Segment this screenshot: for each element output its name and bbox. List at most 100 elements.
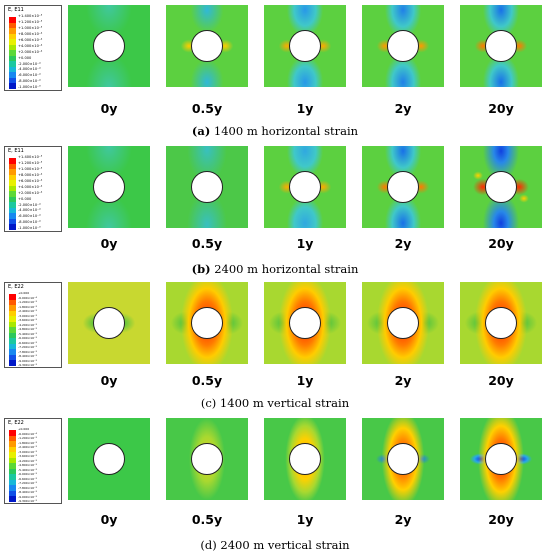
hole <box>289 307 321 339</box>
legend-tick: -6.000×10⁻⁴ <box>18 214 41 219</box>
legend-swatch <box>9 207 16 214</box>
legend-tick: -9.000×10⁻³ <box>18 494 37 499</box>
legend-color-bar <box>9 430 16 502</box>
legend-swatch <box>9 83 16 89</box>
legend-color-bar <box>9 294 16 366</box>
legend-swatch <box>9 180 16 186</box>
legend-tick: -9.300×10⁻³ <box>18 363 37 367</box>
legend-tick: -8.400×10⁻³ <box>18 354 37 358</box>
legend-swatch <box>9 485 16 491</box>
caption-letter: (d) <box>200 538 217 552</box>
legend-tick: -7.800×10⁻³ <box>18 485 37 490</box>
legend-swatch <box>9 441 16 447</box>
contour-b-1y <box>264 146 346 228</box>
hole <box>289 443 321 475</box>
legend-swatch <box>9 327 16 333</box>
legend-ticks: +0.000 -6.000×10⁻⁴ -1.200×10⁻³ -1.800×10… <box>18 428 37 503</box>
contour-b-2y <box>362 146 444 228</box>
time-label: 0y <box>100 236 118 251</box>
legend-tick: +4.000×10⁻⁴ <box>18 184 43 189</box>
legend-title: E, E22 <box>8 420 24 426</box>
time-label: 0.5y <box>191 101 223 116</box>
legend-tick: +6.000×10⁻⁴ <box>18 37 43 42</box>
contour-b-20y <box>460 146 542 228</box>
time-label: 2y <box>394 512 412 527</box>
caption-text: 2400 m horizontal strain <box>210 262 359 276</box>
legend-swatch <box>9 61 16 67</box>
legend-swatch <box>9 191 16 197</box>
legend-tick: -8.000×10⁻⁴ <box>18 79 41 84</box>
time-label: 0.5y <box>191 512 223 527</box>
legend-tick: +4.000×10⁻⁴ <box>18 43 43 48</box>
hole <box>485 30 517 62</box>
caption-text: 1400 m horizontal strain <box>210 124 359 138</box>
hole <box>93 171 125 203</box>
legend-tick: +8.000×10⁻⁴ <box>18 31 43 36</box>
legend-tick: -4.200×10⁻³ <box>18 322 37 327</box>
legend-tick: -2.400×10⁻³ <box>18 445 37 449</box>
legend-tick: +1.400×10⁻³ <box>18 155 43 159</box>
legend-tick: -1.200×10⁻³ <box>18 436 37 440</box>
legend-swatch <box>9 457 16 464</box>
legend-tick: -6.000×10⁻⁴ <box>18 295 37 300</box>
hole <box>485 171 517 203</box>
legend-tick: -9.000×10⁻³ <box>18 358 37 363</box>
legend-swatch <box>9 310 16 317</box>
hole <box>93 307 125 339</box>
legend-swatch <box>9 474 16 480</box>
hole <box>387 30 419 62</box>
legend-swatch <box>9 218 16 225</box>
hole <box>191 443 223 475</box>
time-label: 20y <box>488 373 514 388</box>
legend-swatch <box>9 321 16 328</box>
hole <box>191 307 223 339</box>
time-label: 2y <box>394 101 412 116</box>
hole <box>93 443 125 475</box>
legend-swatch <box>9 343 16 350</box>
legend-swatch <box>9 158 16 164</box>
legend-tick: -1.000×10⁻³ <box>18 85 41 90</box>
time-label: 20y <box>488 512 514 527</box>
legend-row-d: E, E22 +0.000 -6.000×10⁻⁴ -1.200×10⁻³ -1… <box>4 418 62 504</box>
legend-swatch <box>9 430 16 436</box>
legend-tick: -7.200×10⁻³ <box>18 481 37 485</box>
contour-a-0y <box>68 5 150 87</box>
legend-tick: -1.200×10⁻³ <box>18 300 37 304</box>
legend-swatch <box>9 496 16 502</box>
legend-swatch <box>9 28 16 34</box>
legend-swatch <box>9 316 16 322</box>
legend-swatch <box>9 468 16 475</box>
legend-swatch <box>9 463 16 469</box>
legend-title: E, E11 <box>8 148 24 154</box>
legend-title: E, E11 <box>8 7 24 13</box>
time-label: 0y <box>100 512 118 527</box>
time-label: 1y <box>296 373 314 388</box>
legend-row-c: E, E22 +0.000 -6.000×10⁻⁴ -1.200×10⁻³ -1… <box>4 282 62 368</box>
contour-c-2y <box>362 282 444 364</box>
contour-a-20y <box>460 5 542 87</box>
legend-swatch <box>9 349 16 355</box>
legend-tick: -3.600×10⁻³ <box>18 454 37 458</box>
hole <box>485 307 517 339</box>
caption-b: (b) 2400 m horizontal strain <box>0 262 550 276</box>
legend-tick: -6.000×10⁻³ <box>18 336 37 340</box>
contour-d-2y <box>362 418 444 500</box>
legend-swatch <box>9 55 16 62</box>
legend-swatch <box>9 17 16 23</box>
time-label: 1y <box>296 101 314 116</box>
legend-swatch <box>9 354 16 361</box>
legend-swatch <box>9 202 16 208</box>
time-label: 20y <box>488 101 514 116</box>
legend-swatch <box>9 44 16 51</box>
legend-swatch <box>9 213 16 219</box>
contour-d-20y <box>460 418 542 500</box>
contour-c-0-5y <box>166 282 248 364</box>
legend-color-bar <box>9 17 16 89</box>
legend-tick: +0.000 <box>18 427 30 431</box>
time-label: 1y <box>296 236 314 251</box>
hole <box>387 171 419 203</box>
legend-swatch <box>9 452 16 458</box>
hole <box>191 171 223 203</box>
legend-swatch <box>9 174 16 181</box>
legend-tick: -4.200×10⁻³ <box>18 458 37 463</box>
